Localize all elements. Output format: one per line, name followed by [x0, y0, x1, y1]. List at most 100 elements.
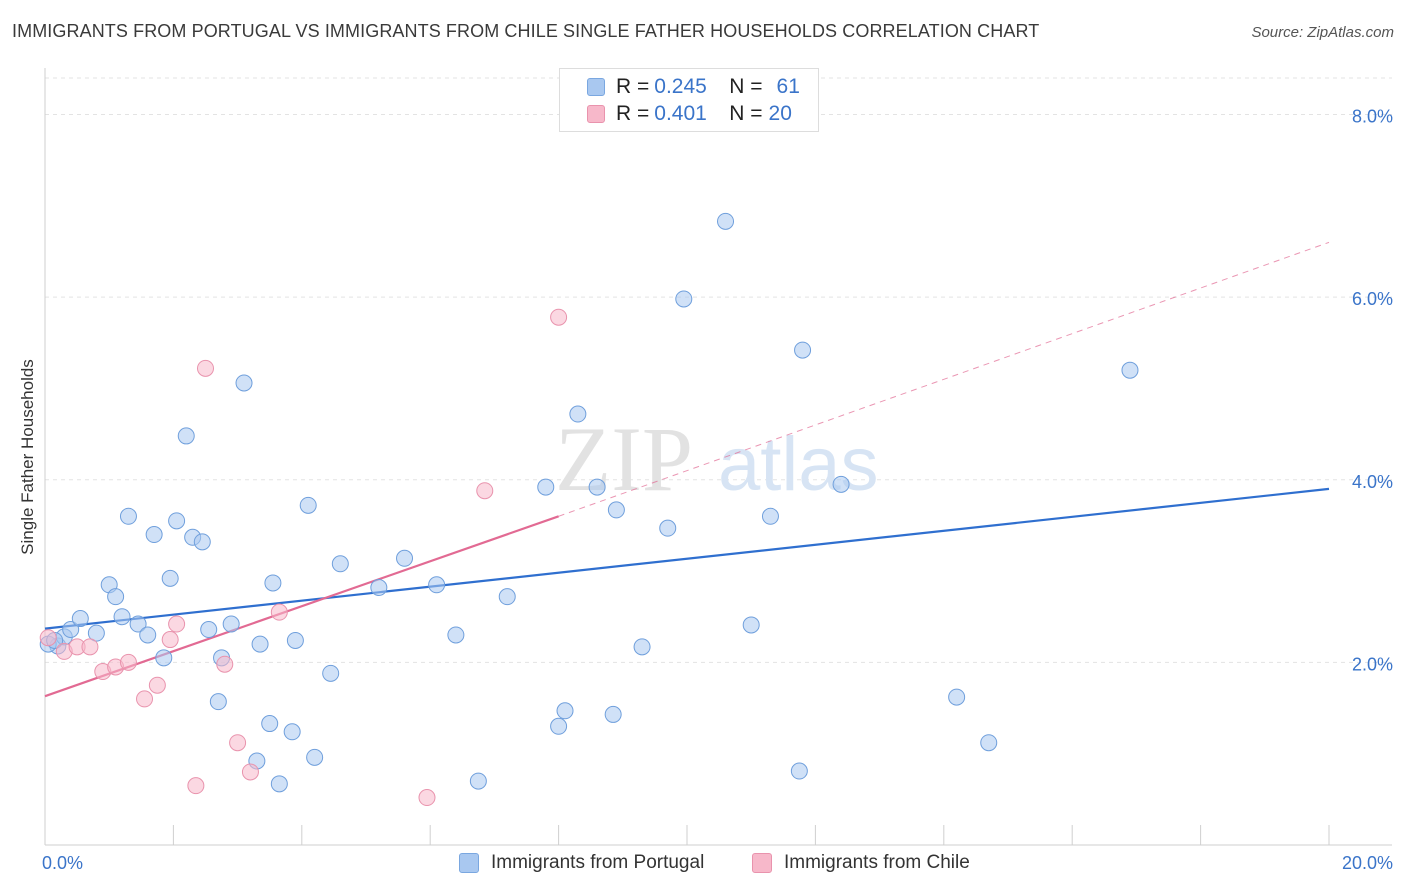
legend-swatch-chile [752, 853, 772, 873]
data-point-portugal [177, 427, 195, 445]
watermark-atlas: atlas [718, 422, 879, 507]
data-point-chile [187, 777, 205, 795]
legend-n-label: N = [729, 102, 763, 125]
data-point-chile [476, 482, 494, 500]
data-point-portugal [331, 555, 349, 573]
data-point-portugal [675, 290, 693, 308]
legend-swatch-chile [587, 105, 605, 123]
tick-labels: 2.0% 4.0% 6.0% 8.0% 0.0% 20.0% [42, 107, 1393, 873]
data-point-portugal [659, 519, 677, 537]
data-point-portugal [155, 649, 173, 667]
data-point-portugal [447, 626, 465, 644]
x-tick-label: 20.0% [1342, 853, 1393, 873]
data-point-portugal [283, 723, 301, 741]
data-point-portugal [633, 638, 651, 656]
axes [44, 68, 1392, 846]
data-point-portugal [428, 576, 446, 594]
data-point-portugal [264, 574, 282, 592]
data-point-chile [168, 615, 186, 633]
data-point-portugal [761, 507, 779, 525]
data-point-portugal [742, 616, 760, 634]
y-tick-label: 6.0% [1352, 289, 1393, 309]
data-point-portugal [261, 715, 279, 733]
data-point-portugal [168, 512, 186, 530]
legend-r-value: 0.245 [654, 75, 707, 98]
data-point-portugal [717, 212, 735, 230]
data-point-portugal [396, 549, 414, 567]
data-point-portugal [222, 615, 240, 633]
data-point-portugal [569, 405, 587, 423]
source-label: Source: ZipAtlas.com [1251, 24, 1394, 41]
legend-item-chile[interactable]: Immigrants from Chile [752, 852, 970, 874]
data-point-portugal [498, 588, 516, 606]
legend-label-portugal: Immigrants from Portugal [491, 852, 705, 873]
legend-n-value: 20 [768, 102, 792, 125]
data-points [39, 212, 1139, 807]
data-point-portugal [107, 588, 125, 606]
data-point-chile [270, 603, 288, 621]
correlation-legend: R = 0.245 N = 61 R = 0.401 N = 20 [559, 68, 819, 132]
data-point-chile [148, 676, 166, 694]
data-point-portugal [588, 478, 606, 496]
y-tick-label: 8.0% [1352, 107, 1393, 127]
data-point-portugal [119, 507, 137, 525]
legend-row-portugal: R = 0.245 N = 61 [560, 74, 800, 100]
data-point-portugal [948, 688, 966, 706]
data-point-chile [197, 359, 214, 377]
data-point-chile [39, 629, 57, 647]
data-point-portugal [469, 772, 487, 790]
y-axis-label: Single Father Households [18, 359, 37, 555]
series-legend: Immigrants from Portugal Immigrants from… [0, 852, 1406, 878]
data-point-portugal [322, 664, 340, 682]
data-point-portugal [299, 496, 317, 514]
data-point-chile [229, 734, 247, 752]
data-point-chile [136, 690, 154, 708]
legend-swatch-portugal [587, 78, 605, 96]
data-point-portugal [200, 621, 218, 639]
legend-r-label: R = [616, 75, 650, 98]
data-point-portugal [87, 624, 105, 642]
data-point-portugal [832, 475, 850, 493]
data-point-portugal [139, 626, 157, 644]
chart-title: IMMIGRANTS FROM PORTUGAL VS IMMIGRANTS F… [12, 21, 1040, 41]
watermark: ZIP atlas [555, 408, 879, 510]
grid [45, 77, 1392, 663]
data-point-chile [550, 308, 568, 326]
legend-r-value: 0.401 [654, 102, 707, 125]
data-point-chile [241, 763, 259, 781]
data-point-portugal [209, 693, 227, 711]
data-point-chile [418, 789, 436, 807]
data-point-portugal [980, 734, 998, 752]
legend-row-chile: R = 0.401 N = 20 [560, 101, 792, 127]
data-point-portugal [604, 705, 622, 723]
data-point-portugal [129, 615, 147, 633]
data-point-chile [119, 653, 137, 671]
trend-line-portugal [44, 487, 1330, 630]
data-point-portugal [286, 631, 304, 649]
data-point-portugal [251, 635, 269, 653]
data-point-portugal [62, 621, 80, 639]
y-tick-label: 4.0% [1352, 472, 1393, 492]
legend-n-label: N = [729, 75, 763, 98]
data-point-portugal [113, 608, 131, 626]
data-point-portugal [790, 762, 808, 780]
data-point-portugal [794, 341, 812, 359]
legend-label-chile: Immigrants from Chile [784, 852, 970, 873]
data-point-portugal [145, 526, 163, 544]
y-tick-label: 2.0% [1352, 654, 1393, 674]
watermark-zip: ZIP [555, 408, 693, 510]
data-point-portugal [235, 374, 253, 392]
data-point-portugal [550, 717, 568, 735]
data-point-portugal [556, 702, 574, 720]
data-point-portugal [270, 775, 288, 793]
data-point-chile [161, 631, 179, 649]
data-point-portugal [306, 748, 324, 766]
data-point-chile [81, 638, 99, 656]
data-point-portugal [1121, 361, 1139, 379]
legend-swatch-portugal [459, 853, 479, 873]
legend-item-portugal[interactable]: Immigrants from Portugal [459, 852, 704, 874]
data-point-portugal [71, 610, 89, 628]
data-point-portugal [193, 533, 211, 551]
data-point-portugal [370, 579, 388, 597]
